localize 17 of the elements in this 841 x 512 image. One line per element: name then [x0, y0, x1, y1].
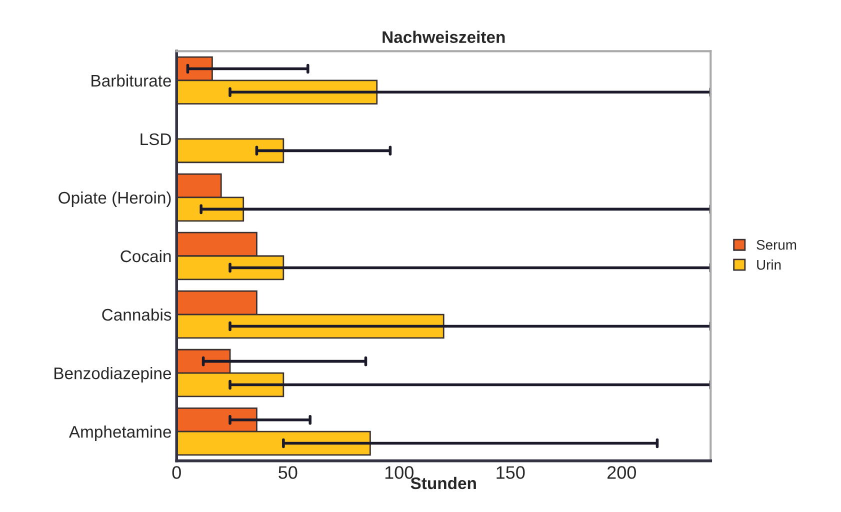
x-tick-label: 50 [278, 466, 298, 479]
y-tick-label: Benzodiazepine [54, 366, 172, 383]
y-tick-label: Cocain [120, 250, 171, 262]
y-tick-label: Cannabis [102, 308, 172, 321]
y-tick-label: Opiate (Heroin) [58, 191, 171, 207]
bar [176, 138, 284, 164]
legend-label: Urin [757, 260, 781, 270]
x-axis-title: Stunden [410, 476, 476, 490]
y-tick-label: LSD [140, 133, 171, 146]
x-tick-label: 200 [607, 466, 636, 479]
chart-title: Nachweiszeiten [382, 30, 505, 44]
y-tick-label: Amphetamine [68, 426, 172, 442]
x-tick-label: 0 [172, 466, 181, 479]
x-tick-label: 100 [385, 466, 414, 479]
x-tick-label: 150 [496, 466, 525, 479]
y-tick-label: Barbiturate [92, 74, 172, 87]
legend-label: Serum [756, 240, 796, 250]
